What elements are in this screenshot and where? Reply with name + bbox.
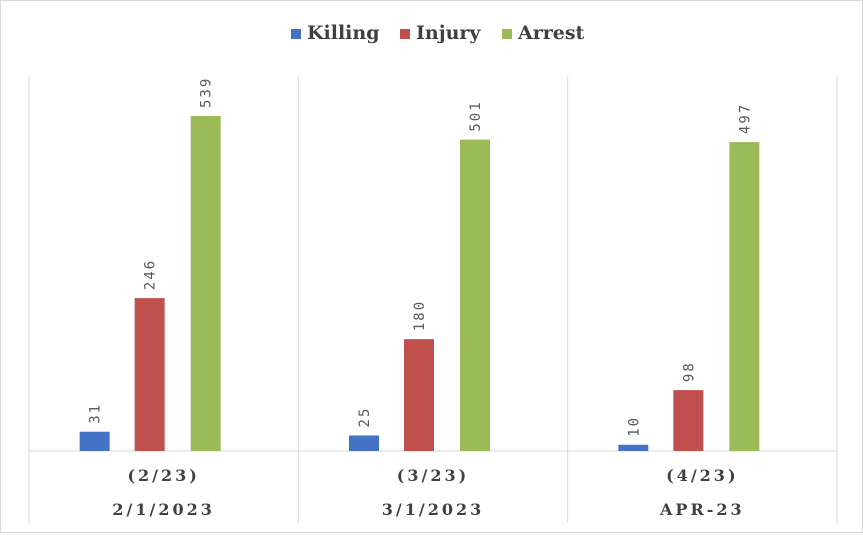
data-label-killing-3: 10 (626, 416, 642, 437)
bar-injury-3 (673, 390, 704, 451)
bar-killing-1 (79, 431, 110, 451)
category-label-date-2: 3/1/2023 (382, 500, 484, 519)
bar-killing-3 (618, 444, 649, 451)
bar-arrest-3 (729, 142, 760, 452)
data-label-killing-2: 25 (357, 407, 373, 428)
legend: Killing Injury Arrest (291, 22, 585, 44)
data-label-arrest-1: 539 (199, 77, 215, 108)
legend-label-arrest: Arrest (517, 22, 585, 44)
category-label-date-3: APR-23 (659, 500, 745, 519)
category-label-period-2: (3/23) (397, 466, 469, 485)
bar-injury-2 (404, 339, 434, 451)
category-label-date-1: 2/1/2023 (112, 500, 214, 519)
bars (79, 116, 760, 452)
legend-label-killing: Killing (307, 22, 379, 44)
bar-arrest-2 (460, 139, 490, 452)
category-label-period-1: (2/23) (127, 466, 199, 485)
legend-swatch-injury (400, 29, 410, 39)
bar-injury-1 (134, 298, 165, 451)
legend-swatch-arrest (502, 29, 512, 39)
legend-label-injury: Injury (416, 22, 481, 44)
category-label-period-3: (4/23) (666, 466, 738, 485)
data-label-arrest-3: 497 (737, 103, 753, 134)
data-label-injury-2: 180 (412, 300, 428, 331)
data-label-arrest-2: 501 (468, 100, 484, 131)
bar-arrest-1 (190, 116, 221, 451)
data-label-killing-1: 31 (88, 403, 104, 424)
legend-swatch-killing (291, 29, 301, 39)
data-label-injury-1: 246 (143, 259, 159, 290)
data-label-injury-3: 98 (681, 361, 697, 382)
data-labels: 31 246 539 25 180 501 10 98 497 (88, 77, 754, 437)
bar-killing-2 (349, 435, 379, 451)
category-labels: (2/23) 2/1/2023 (3/23) 3/1/2023 (4/23) APR-23 (112, 466, 745, 519)
